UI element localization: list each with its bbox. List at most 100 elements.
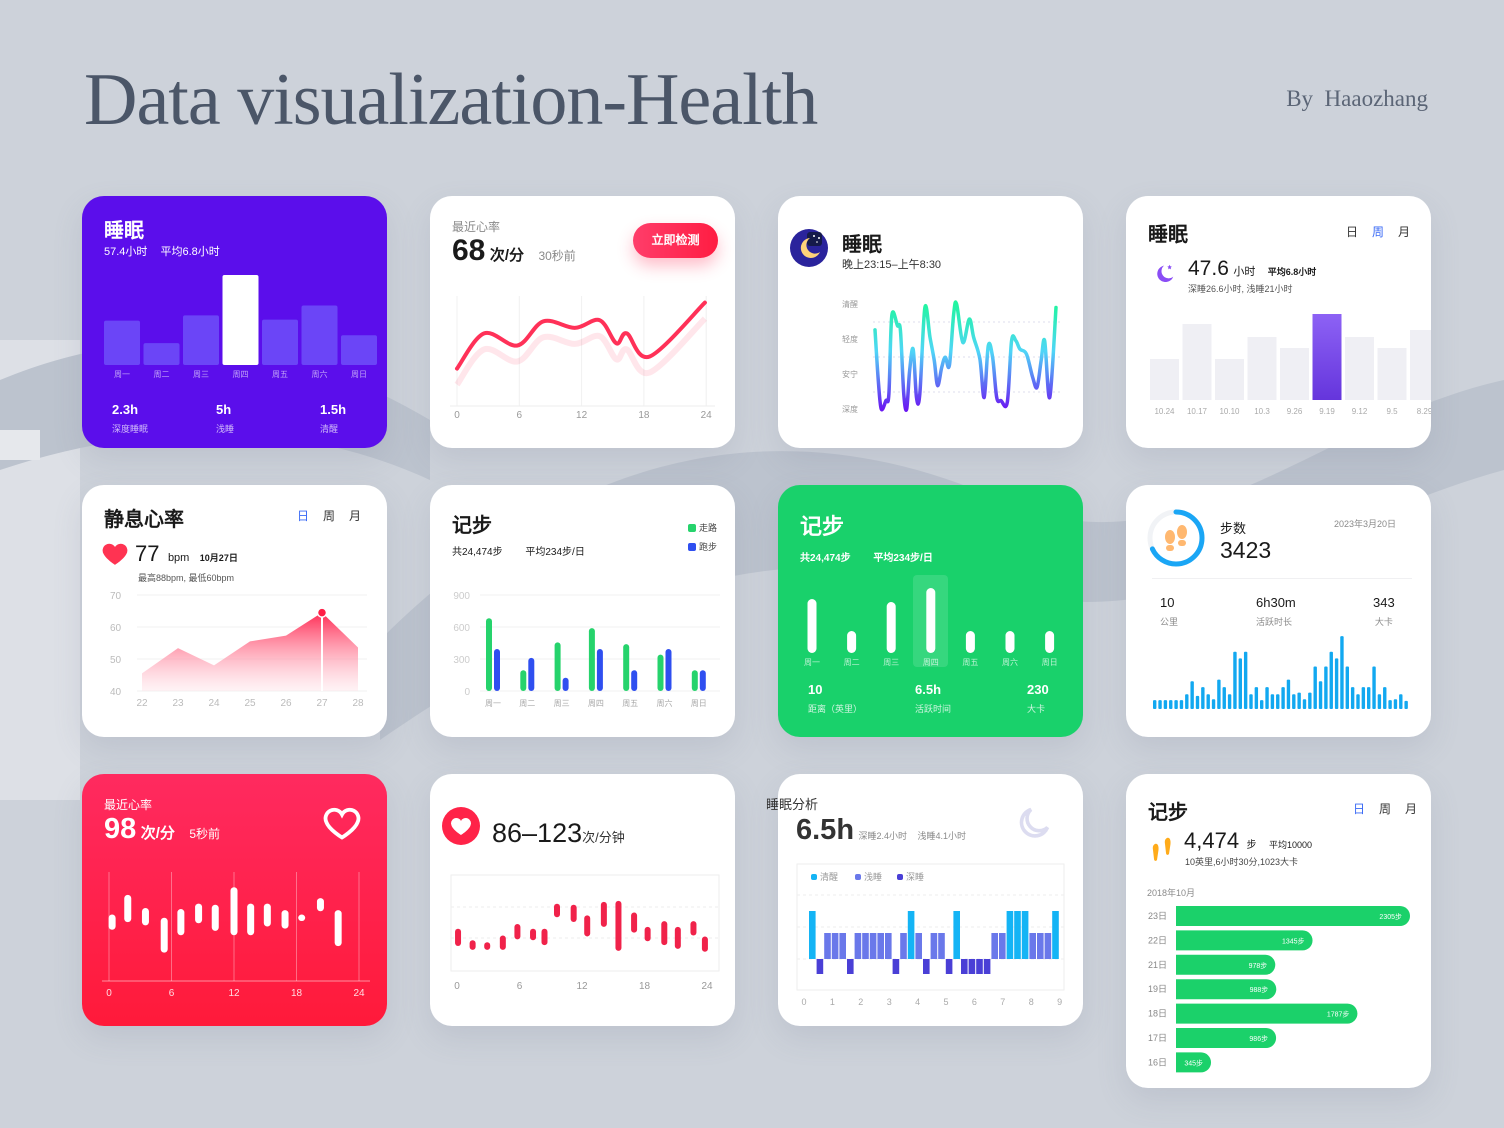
tick-label: 900 [453, 591, 470, 602]
sleep-analysis-chart: 0 1 2 3 4 5 6 7 8 9 [796, 863, 1065, 1007]
tick-label: 周三 [193, 370, 209, 379]
heart-outline-icon [323, 807, 361, 840]
walk-bar [554, 642, 561, 691]
sleep-stage-bar [915, 933, 922, 959]
tick-label: 25 [244, 698, 256, 709]
sleep-stage-line [873, 300, 1058, 412]
hr-range-bar [141, 907, 149, 926]
sleep-stage-bar [816, 959, 824, 974]
sleep-unit: 小时 [1233, 266, 1256, 278]
sleep-week-chart: 周一 周二 周三 周四 周五 周六 周日 [104, 275, 377, 379]
tick-label: 周一 [114, 370, 130, 379]
tick-label: 周三 [883, 658, 899, 667]
tab-week[interactable]: 周 [1372, 225, 1385, 239]
tick-label: 9.19 [1319, 407, 1335, 416]
stat-deep: 2.3h 深度睡眠 [112, 402, 148, 435]
tab-day[interactable]: 日 [297, 509, 310, 523]
activity-bar [1222, 687, 1226, 709]
activity-bar [1356, 694, 1360, 709]
walk-bar [486, 618, 492, 691]
activity-bar [1350, 687, 1355, 709]
footprints-icon [1165, 525, 1187, 551]
sleep-stage-bar [907, 911, 915, 959]
tick-label: 9.12 [1352, 407, 1368, 416]
hr-range-bar [469, 940, 476, 950]
activity-bar [1324, 666, 1328, 709]
stat-value: 5h [216, 402, 232, 417]
hr-time: 5秒前 [189, 827, 221, 841]
tick-label: 70 [110, 591, 122, 602]
tab-month[interactable]: 月 [349, 509, 362, 523]
sleep-stage-bar [869, 933, 877, 959]
card-title: 睡眠 [1148, 224, 1188, 246]
hr-range-chart: 0 6 12 18 24 [450, 874, 720, 992]
activity-bar [1243, 651, 1248, 709]
legend-label: 跑步 [699, 542, 718, 552]
hr-range-unit: 次/分钟 [582, 830, 625, 845]
tab-day[interactable]: 日 [1346, 225, 1359, 239]
tick-label: 2 [858, 997, 863, 1007]
steps-average: 平均234步/日 [873, 553, 933, 564]
tab-month[interactable]: 月 [1398, 225, 1411, 239]
tick-label: 9.5 [1386, 407, 1398, 416]
hr-range-bar [281, 910, 289, 929]
card-title: 睡眠 [842, 234, 882, 256]
hr-time: 30秒前 [538, 249, 576, 263]
tab-day[interactable]: 日 [1353, 802, 1366, 816]
hr-range-bar [499, 935, 506, 950]
tick-label: 8.29 [1417, 407, 1431, 416]
tab-week[interactable]: 周 [1379, 802, 1392, 816]
tab-week[interactable]: 周 [323, 509, 336, 523]
stat-label: 浅睡 [216, 424, 235, 434]
legend-awake: 清醒 [811, 870, 838, 883]
activity-bar [1233, 651, 1237, 709]
tick-label: 28 [352, 698, 364, 709]
activity-bar [1361, 687, 1366, 709]
tick-label: 4 [915, 997, 920, 1007]
steps-daily-chart: 23日 2305步 22日 1345步 21日 978步 19日 988步 18日 1787步 17… [1148, 906, 1410, 1073]
stat-value: 6h30m [1256, 595, 1296, 610]
activity-bar [1340, 636, 1344, 709]
bar-value: 978步 [1249, 962, 1268, 970]
card-heart-rate-range: 0 6 12 18 24 86–123次/分钟 [430, 774, 735, 1026]
sleep-stage-bar [1014, 911, 1021, 959]
tab-month[interactable]: 月 [1405, 802, 1418, 816]
steps-label: 步数 [1220, 521, 1247, 536]
period-tabs: 日周月 [283, 507, 361, 525]
tick-label: 24 [353, 988, 365, 999]
measure-now-button[interactable]: 立即检测 [633, 223, 718, 258]
stat-value: 10 [1160, 595, 1175, 610]
tick-label: 0 [801, 997, 806, 1007]
stat-label: 大卡 [1027, 704, 1046, 714]
activity-bar [1206, 694, 1210, 709]
card-steps-grouped: 900 600 300 0 周一 周二 周三 周四 周五 周六 周日 记步 共24,474步 平均2… [430, 485, 735, 737]
steps-average: 平均234步/日 [525, 547, 585, 558]
run-bar [699, 670, 706, 691]
hr-range-bar [160, 917, 168, 953]
tick-label: 周一 [804, 658, 820, 667]
activity-bar [1383, 687, 1387, 709]
sleep-deep: 深睡2.4小时 [858, 831, 907, 841]
tick-label: 10.24 [1154, 407, 1175, 416]
hr-label: 最近心率 [452, 220, 501, 234]
steps-bar [807, 599, 817, 653]
activity-bar [1238, 658, 1242, 709]
bar-value: 1787步 [1327, 1011, 1350, 1019]
walk-bar [691, 670, 698, 691]
activity-bar [1211, 699, 1216, 709]
tick-label: 周四 [923, 658, 939, 667]
sleep-stage-bar [999, 933, 1006, 959]
sleep-time-range: 晚上23:15–上午8:30 [842, 259, 942, 271]
run-bar [562, 677, 569, 691]
sleep-stage-bar [854, 933, 862, 959]
hr-detail: 最高88bpm, 最低60bpm [138, 573, 235, 583]
activity-bar [1286, 679, 1291, 709]
progress-ring [1147, 509, 1205, 567]
card-sleep-history: 10.24 10.17 10.10 10.3 9.26 9.19 9.12 9.5 8.29 睡… [1126, 196, 1431, 448]
hr-range-bar [600, 901, 607, 927]
activity-bar [1377, 694, 1382, 709]
steps-bar [1045, 631, 1055, 653]
plot-frame [450, 874, 720, 972]
stat-awake: 1.5h 清醒 [320, 402, 346, 435]
heart-rate-line-chart: 0 6 12 18 24 [450, 296, 715, 421]
